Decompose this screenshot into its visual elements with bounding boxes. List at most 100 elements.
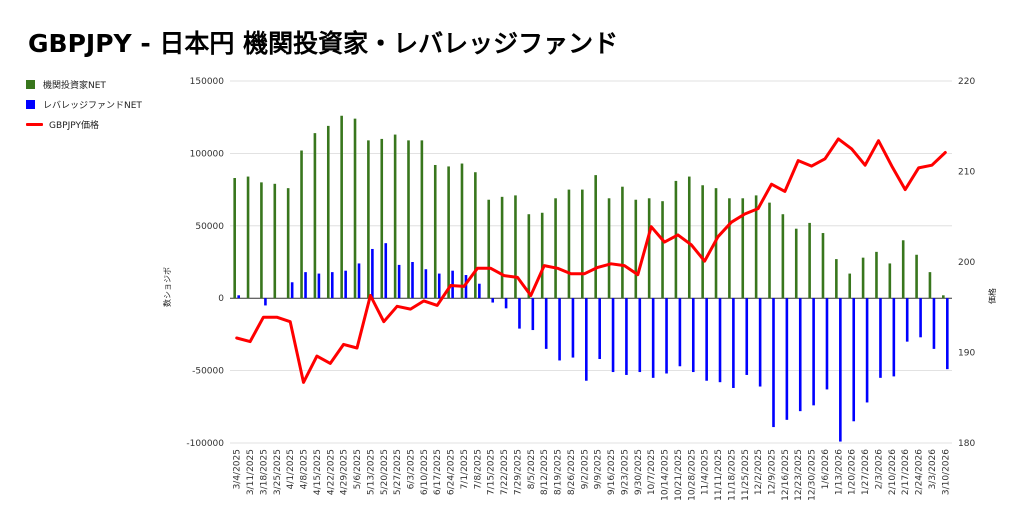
bar-leveraged (665, 298, 668, 374)
bar-institutional (474, 172, 477, 299)
x-tick-label: 9/30/2025 (634, 449, 644, 495)
legend: 機関投資家NET レバレッジファンドNET GBPJPY価格 (26, 74, 142, 134)
x-tick-label: 2/10/2026 (888, 449, 898, 495)
bar-leveraged (264, 298, 267, 306)
bar-institutional (741, 198, 745, 299)
bar-institutional (647, 198, 651, 299)
y-tick-label: -50000 (192, 367, 224, 377)
bar-leveraged (558, 298, 561, 361)
bar-institutional (674, 180, 678, 299)
legend-label-institutional: 機関投資家NET (43, 80, 106, 91)
bar-institutional (861, 257, 865, 299)
bar-leveraged (437, 273, 441, 299)
x-tick-label: 10/21/2025 (674, 449, 684, 501)
bar-institutional (460, 163, 464, 299)
bar-leveraged (678, 298, 682, 367)
x-tick-label: 3/25/2025 (273, 449, 283, 495)
y2-tick-label: 180 (958, 439, 975, 449)
price-line-path (235, 137, 947, 384)
bar-institutional (246, 176, 250, 299)
bar-institutional (821, 233, 825, 299)
bar-institutional (567, 189, 571, 299)
bar-leveraged (504, 298, 508, 309)
x-tick-label: 2/17/2026 (901, 449, 911, 495)
x-tick-label: 11/11/2025 (714, 449, 724, 501)
bar-leveraged (718, 298, 722, 383)
bar-leveraged (919, 298, 922, 338)
legend-item-institutional: 機関投資家NET (26, 74, 142, 94)
bar-series (233, 115, 949, 442)
x-tick-label: 8/12/2025 (540, 449, 550, 495)
x-tick-label: 3/3/2026 (928, 449, 938, 490)
x-tick-label: 6/3/2025 (407, 449, 417, 489)
x-tick-label: 3/10/2026 (941, 449, 951, 495)
x-tick-label: 1/27/2026 (861, 449, 871, 495)
x-tick-label: 9/2/2025 (580, 449, 590, 489)
y2-tick-label: 220 (958, 77, 975, 87)
bar-institutional (380, 138, 384, 299)
bar-institutional (781, 214, 785, 299)
bar-leveraged (785, 298, 789, 420)
bar-leveraged (397, 264, 401, 299)
bar-leveraged (892, 298, 896, 377)
bar-institutional (554, 198, 557, 299)
bar-leveraged (839, 298, 842, 442)
bar-leveraged (531, 298, 535, 331)
bar-institutional (607, 198, 611, 299)
bar-leveraged (478, 283, 481, 299)
x-tick-label: 5/20/2025 (380, 449, 390, 495)
bar-leveraged (544, 298, 548, 349)
x-tick-label: 3/18/2025 (259, 449, 269, 495)
x-tick-label: 9/9/2025 (594, 449, 604, 489)
y2-axis-label: 価格 (987, 288, 997, 304)
bar-leveraged (424, 269, 428, 299)
bar-institutional (728, 198, 731, 299)
bar-leveraged (585, 298, 588, 381)
x-tick-label: 11/4/2025 (701, 449, 711, 495)
bar-institutional (353, 118, 357, 299)
gridlines (230, 80, 952, 444)
bar-institutional (407, 140, 410, 299)
bar-leveraged (598, 298, 601, 360)
bar-institutional (300, 150, 303, 299)
bar-leveraged (691, 298, 695, 373)
bar-leveraged (371, 248, 374, 299)
bar-leveraged (411, 262, 414, 299)
bar-institutional (754, 195, 758, 299)
x-tick-label: 7/22/2025 (500, 449, 510, 495)
legend-item-price: GBPJPY価格 (26, 114, 142, 134)
x-tick-label: 6/10/2025 (420, 449, 430, 495)
legend-label-price: GBPJPY価格 (49, 120, 99, 131)
bar-leveraged (772, 298, 775, 428)
y-tick-label: 150000 (190, 77, 225, 87)
bar-leveraged (932, 298, 936, 349)
y2-tick-label: 200 (958, 258, 975, 268)
x-tick-label: 4/1/2025 (286, 449, 296, 489)
x-tick-label: 11/18/2025 (727, 449, 737, 501)
x-tick-label: 12/30/2025 (808, 449, 818, 501)
y-tick-label: -100000 (186, 439, 224, 449)
bar-institutional (768, 202, 771, 299)
bar-institutional (875, 251, 878, 299)
bar-institutional (527, 214, 531, 299)
bar-institutional (835, 259, 838, 299)
x-tick-label: 11/25/2025 (741, 449, 751, 501)
bar-institutional (581, 189, 584, 299)
bar-leveraged (464, 275, 468, 299)
legend-item-leveraged: レバレッジファンドNET (26, 94, 142, 114)
bar-leveraged (638, 298, 642, 373)
y2-tick-label: 210 (958, 168, 975, 178)
x-tick-label: 9/16/2025 (607, 449, 617, 495)
bar-institutional (393, 134, 397, 299)
chart-title: GBPJPY - 日本円 機関投資家・レバレッジファンド (28, 29, 619, 58)
bar-institutional (420, 140, 424, 299)
bar-institutional (634, 199, 638, 299)
bar-leveraged (852, 298, 856, 422)
x-tick-label: 5/13/2025 (366, 449, 376, 495)
x-tick-label: 7/29/2025 (513, 449, 523, 495)
bar-institutional (233, 178, 236, 299)
x-tick-label: 4/8/2025 (300, 449, 310, 489)
x-tick-label: 10/14/2025 (661, 449, 671, 501)
bar-institutional (367, 140, 370, 299)
